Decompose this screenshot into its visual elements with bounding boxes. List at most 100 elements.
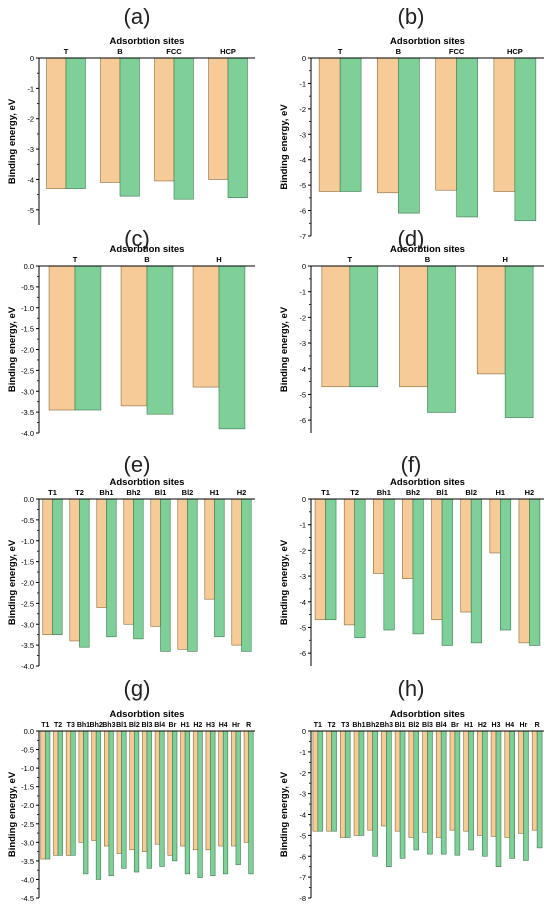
x-tick-label: T3 [67,722,75,729]
bar-series-1 [154,57,175,182]
x-tick-label: H4 [219,722,228,729]
bar-series-2 [317,730,324,832]
x-tick-label: Hr [520,722,528,729]
y-tick-label: 0 [302,262,306,271]
panel-4: Adsorbtion sites Binding energy, eV 0.0 -0.… [7,477,255,671]
bar-series-1 [321,265,351,388]
y-tick-label: -2 [299,105,306,114]
bar-series-2 [427,265,456,413]
y-tick-label: -1 [299,288,306,297]
x-tick-label: B [396,47,402,56]
y-tick-label: 0.0 [24,727,34,736]
panel-5: Adsorbtion sites Binding energy, eV 0 -1 -2 -… [279,477,544,666]
x-tick-label: Bh1 [377,488,391,497]
bar-series-2 [197,730,203,878]
bar-series-2 [500,498,512,631]
bar-series-2 [241,498,252,652]
x-tick-label: Bl1 [436,488,448,497]
x-tick-label: Bl1 [395,722,406,729]
y-tick-label: -1.5 [21,558,34,567]
y-tick-label: -4 [299,811,306,820]
bar-series-2 [108,730,114,877]
bar-series-2 [119,57,140,197]
bar-series-2 [106,498,117,638]
y-tick-label: -5 [299,390,306,399]
bar-series-2 [146,730,152,869]
bar-series-1 [243,730,249,843]
bar-series-2 [514,57,537,222]
bar-series-1 [312,730,319,832]
bar-series-1 [463,730,469,832]
bar-series-1 [154,730,161,845]
bar-series-2 [399,730,406,859]
bar-series-2 [95,730,102,880]
y-tick-label: 0 [30,54,34,63]
y-tick-label: -2.0 [21,801,34,810]
x-tick-label: H2 [478,722,487,729]
y-tick-label: -3.5 [21,408,34,417]
chart-title: Adsorbtion sites [110,36,185,47]
x-tick-label: T1 [41,722,49,729]
bar-series-1 [167,730,173,856]
bar-series-1 [91,730,97,841]
chart-title: Adsorbtion sites [390,477,465,488]
bar-series-2 [160,498,171,652]
bar-series-1 [431,498,443,621]
bar-series-1 [377,57,399,194]
x-tick-label: Bh1 [77,722,90,729]
bar-series-1 [150,498,161,627]
bar-series-2 [45,730,51,860]
y-axis-label: Binding energy, eV [7,98,18,184]
panel-label: (a) [123,4,151,29]
bar-series-2 [331,730,337,832]
bar-series-1 [46,57,67,189]
bar-series-1 [42,498,53,635]
panel-6: Adsorbtion sites Binding energy, eV 0.0 -0.… [7,709,255,903]
x-tick-label: Hr [232,722,240,729]
bar-series-1 [353,730,360,836]
bar-series-1 [477,730,483,836]
x-tick-label: H1 [496,488,506,497]
bar-series-1 [518,730,524,834]
y-tick-label: -6 [299,852,306,861]
x-tick-label: T3 [341,722,349,729]
y-tick-label: -3 [27,145,34,154]
y-tick-label: 0.0 [24,262,34,271]
bar-series-2 [227,57,248,198]
y-tick-label: -5 [299,831,306,840]
bar-series-2 [495,730,502,867]
x-tick-label: H1 [210,488,220,497]
bar-series-1 [53,730,59,856]
bar-series-1 [489,498,501,554]
y-tick-label: -1 [299,79,306,88]
bar-series-2 [325,498,337,621]
bar-series-1 [40,730,46,860]
y-tick-label: -4 [27,175,34,184]
bar-series-1 [531,730,538,831]
bar-series-1 [518,498,530,644]
y-tick-label: -3 [299,339,306,348]
bar-series-1 [129,730,135,851]
bar-series-1 [402,498,414,579]
x-tick-label: Br [451,722,459,729]
bar-series-2 [349,265,379,388]
y-tick-label: -7 [299,873,306,882]
y-tick-label: -8 [299,894,306,903]
bar-series-1 [394,730,401,832]
x-tick-label: T [338,47,343,56]
x-tick-label: Bl4 [154,722,165,729]
bar-series-1 [493,57,516,192]
x-tick-label: T [348,255,353,264]
x-tick-label: Bh1 [352,722,365,729]
y-tick-label: -4 [299,365,306,374]
bar-series-1 [48,265,76,411]
y-tick-label: -5 [299,181,306,190]
x-tick-label: T [73,255,78,264]
x-tick-label: H3 [492,722,501,729]
bar-series-2 [354,498,366,639]
y-tick-label: -4 [299,598,306,607]
y-tick-label: -5 [27,206,34,215]
x-tick-label: H1 [464,722,473,729]
bar-series-2 [504,265,534,418]
x-tick-label: Bh2 [406,488,420,497]
